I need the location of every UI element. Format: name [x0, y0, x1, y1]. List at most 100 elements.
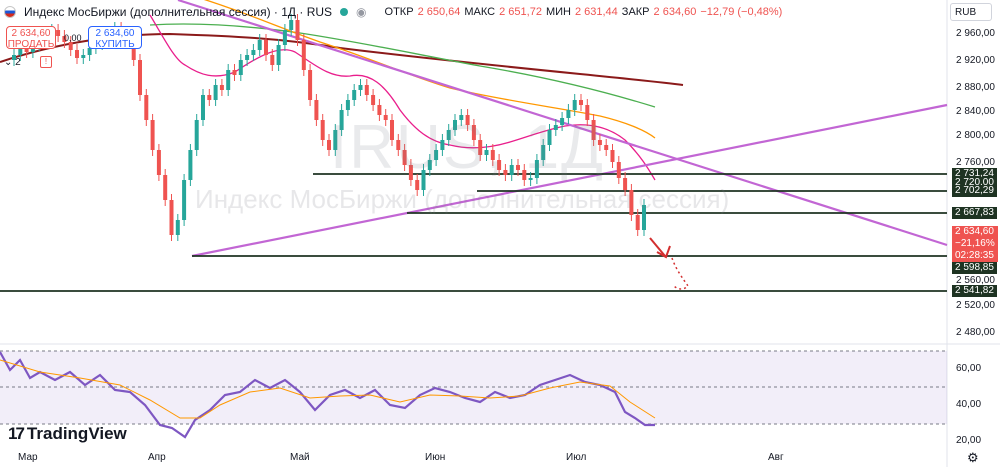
candle: [484, 150, 489, 155]
flag-icon: [4, 6, 16, 18]
candle: [264, 40, 268, 55]
watermark-name: Индекс МосБиржи (дополнительная сессия): [195, 184, 730, 214]
candle: [421, 170, 426, 190]
candle: [434, 150, 439, 160]
time-axis-label: Апр: [148, 452, 166, 463]
candle: [194, 120, 199, 150]
candle: [585, 105, 590, 120]
market-status-icon: [340, 8, 349, 16]
candle: [301, 40, 306, 70]
candle: [87, 48, 92, 55]
candle: [188, 150, 193, 180]
candle: [371, 95, 376, 105]
candle: [553, 125, 558, 130]
symbol-title[interactable]: Индекс МосБиржи (дополнительная сессия) …: [24, 5, 333, 19]
candle: [56, 30, 61, 36]
candle: [610, 150, 615, 162]
candle: [427, 160, 432, 170]
candle: [352, 90, 357, 100]
time-axis-label: Май: [290, 452, 310, 463]
chart-header: Индекс МосБиржи (дополнительная сессия) …: [4, 3, 782, 21]
price-axis-label: 2 960,00: [956, 28, 995, 39]
candle: [528, 178, 533, 180]
candle: [446, 130, 451, 140]
candle: [226, 70, 231, 90]
candle: [201, 95, 205, 120]
candle: [566, 110, 571, 118]
alert-icon[interactable]: !: [40, 56, 52, 68]
spread-value: 0,00: [64, 33, 82, 43]
candle: [579, 100, 583, 105]
level-tag: 2 541,82: [952, 285, 997, 297]
forecast-dotted: [671, 257, 689, 290]
candle: [572, 100, 577, 110]
level-tag: 2 598,85: [952, 262, 997, 274]
tradingview-logo[interactable]: 17 TradingView: [8, 424, 127, 443]
tradingview-logo-icon: 17: [8, 424, 25, 443]
candle: [24, 48, 29, 52]
candle: [257, 40, 262, 50]
candle: [560, 118, 565, 125]
candle: [251, 50, 256, 55]
candle: [320, 120, 325, 140]
candle: [156, 150, 161, 175]
candle: [308, 70, 313, 100]
candle: [276, 45, 281, 65]
candle: [163, 175, 168, 200]
candle: [402, 150, 407, 165]
candle: [333, 130, 338, 150]
candle: [62, 36, 67, 42]
indicators-toggle[interactable]: ⌄ 2: [4, 57, 21, 68]
candle: [339, 110, 344, 130]
candle: [642, 205, 646, 230]
candle: [503, 170, 508, 175]
level-tag: 2 667,83: [952, 207, 997, 219]
sell-button[interactable]: 2 634,60 ПРОДАТЬ: [6, 26, 56, 50]
candle: [408, 165, 413, 180]
candle: [68, 42, 73, 50]
trendline-up[interactable]: [191, 103, 948, 258]
price-axis-label: 2 880,00: [956, 82, 995, 93]
forecast-arrow: [649, 237, 666, 257]
candle: [358, 85, 363, 90]
settings-icon[interactable]: ⚙: [967, 450, 979, 465]
eye-icon[interactable]: ◉: [356, 5, 367, 19]
buy-button[interactable]: 2 634,60 КУПИТЬ: [88, 26, 142, 50]
candle: [213, 85, 218, 100]
candle: [453, 120, 457, 130]
candle: [131, 40, 136, 60]
candle: [150, 120, 155, 150]
candle: [440, 140, 445, 150]
rsi-axis-label: 40,00: [956, 399, 982, 410]
candle: [207, 95, 212, 100]
candle: [175, 220, 180, 235]
price-axis-label: 2 560,00: [956, 275, 995, 286]
candle: [138, 60, 142, 95]
candle: [270, 55, 275, 65]
candle: [18, 48, 23, 55]
watermark-symbol: IRUS, 1Д: [330, 113, 606, 182]
candle: [415, 180, 420, 190]
candle: [509, 165, 514, 175]
candle: [383, 115, 388, 120]
candle: [12, 55, 16, 60]
candle: [497, 160, 502, 170]
candle: [396, 140, 401, 150]
time-axis-label: Июн: [425, 452, 446, 463]
candle: [522, 170, 527, 180]
time-axis-label: Авг: [768, 452, 784, 463]
candle: [345, 100, 350, 110]
candle: [591, 120, 596, 140]
candle: [232, 70, 237, 75]
candle: [635, 215, 640, 230]
candle: [459, 115, 464, 120]
candle: [547, 130, 552, 145]
candle: [629, 190, 634, 215]
price-axis-label: 2 760,00: [956, 157, 995, 168]
candle: [314, 100, 319, 120]
candle: [295, 20, 300, 40]
rsi-axis-label: 20,00: [956, 435, 982, 446]
candle: [490, 150, 495, 160]
currency-select[interactable]: RUB: [950, 3, 992, 21]
